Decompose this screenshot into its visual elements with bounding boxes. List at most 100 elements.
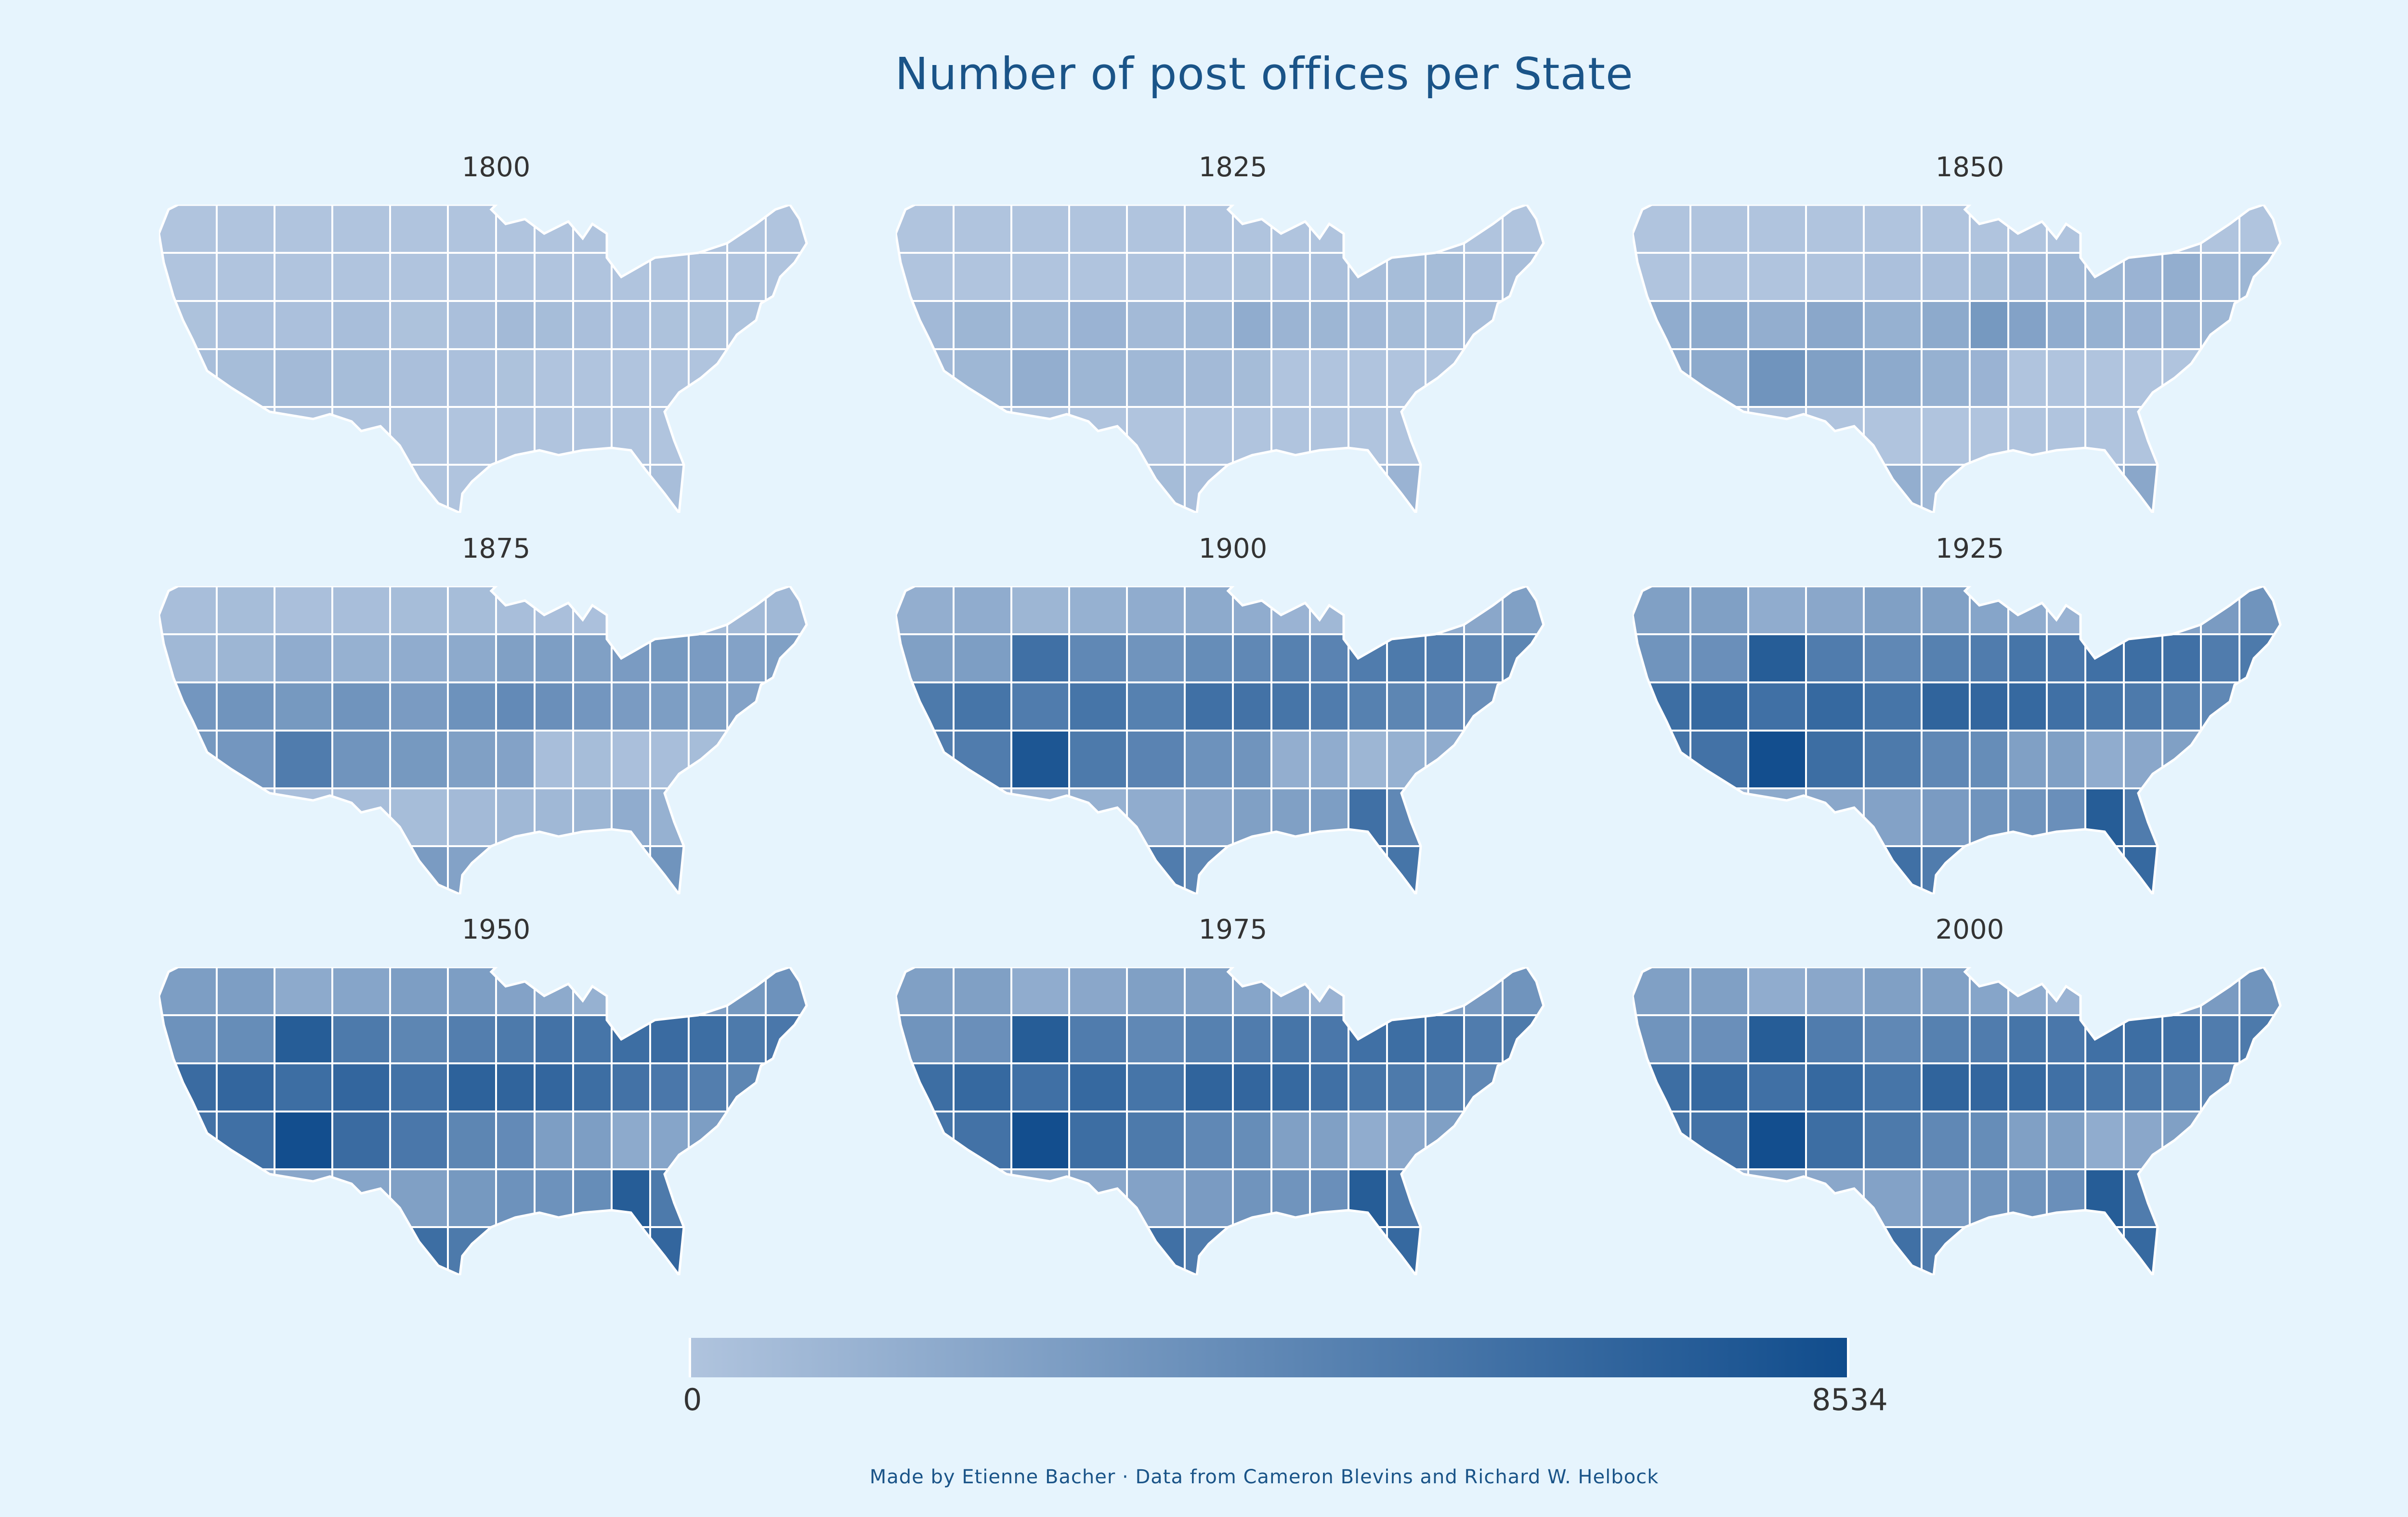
state-region xyxy=(1805,633,1865,683)
state-region xyxy=(1689,1168,1749,1228)
state-region xyxy=(1633,1062,1691,1112)
state-region xyxy=(1689,1111,1749,1170)
state-region xyxy=(159,1111,218,1170)
state-region xyxy=(2161,464,2202,513)
state-region xyxy=(1689,845,1749,894)
state-region xyxy=(2046,730,2086,789)
state-region xyxy=(1348,205,1388,254)
panel-year-label: 1950 xyxy=(461,914,531,945)
panel-year-label: 1875 xyxy=(461,533,531,564)
state-region xyxy=(1747,845,1807,894)
state-region xyxy=(1068,1062,1128,1112)
state-region xyxy=(1463,586,1504,635)
state-region xyxy=(216,1226,275,1275)
state-region xyxy=(1309,1014,1349,1064)
state-region xyxy=(1348,967,1388,1016)
state-region xyxy=(1463,464,1504,513)
state-region xyxy=(2007,1168,2048,1228)
state-region xyxy=(2084,1111,2125,1170)
state-region xyxy=(1126,1226,1186,1275)
map-panel-1850: 1850 xyxy=(1633,154,2307,520)
state-region xyxy=(1747,967,1807,1016)
state-region xyxy=(1502,348,1544,408)
state-region xyxy=(1502,730,1544,789)
state-region xyxy=(1863,1226,1923,1275)
state-region xyxy=(216,633,275,683)
state-region xyxy=(1010,967,1070,1016)
state-region xyxy=(2084,845,2125,894)
state-region xyxy=(1425,300,1465,350)
state-region xyxy=(1232,586,1272,635)
state-region xyxy=(611,406,651,466)
state-region xyxy=(447,1014,497,1064)
state-region xyxy=(2046,1014,2086,1064)
chart-title: Number of post offices per State xyxy=(895,48,1634,100)
state-region xyxy=(2238,1111,2280,1170)
state-region xyxy=(1747,205,1807,254)
state-region xyxy=(1425,1062,1465,1112)
state-region xyxy=(1689,787,1749,847)
state-region xyxy=(2007,730,2048,789)
state-region xyxy=(1502,300,1544,350)
state-region xyxy=(2007,1062,2048,1112)
state-region xyxy=(1502,1062,1544,1112)
state-region xyxy=(534,464,574,513)
state-region xyxy=(1502,205,1544,254)
state-region xyxy=(1463,787,1504,847)
state-region xyxy=(274,1014,333,1064)
map-panel-1950: 1950 xyxy=(159,916,833,1282)
state-region xyxy=(1348,348,1388,408)
state-region xyxy=(331,1226,391,1275)
state-region xyxy=(1184,845,1234,894)
state-region xyxy=(1184,1111,1234,1170)
panel-year-label: 2000 xyxy=(1935,914,2004,945)
state-region xyxy=(1309,406,1349,466)
us-choropleth-map xyxy=(896,205,1545,513)
state-region xyxy=(216,406,275,466)
state-region xyxy=(1184,464,1234,513)
state-region xyxy=(649,730,690,789)
us-outline xyxy=(1633,967,2282,1275)
state-region xyxy=(1348,1062,1388,1112)
state-region xyxy=(216,787,275,847)
state-region xyxy=(2123,633,2163,683)
state-region xyxy=(2238,205,2280,254)
us-choropleth-map xyxy=(896,967,1545,1275)
state-region xyxy=(1502,845,1544,894)
state-region xyxy=(1805,300,1865,350)
state-region xyxy=(649,787,690,847)
state-region xyxy=(611,1062,651,1112)
state-region xyxy=(1747,348,1807,408)
state-region xyxy=(447,967,497,1016)
state-region xyxy=(1747,586,1807,635)
state-region xyxy=(1184,730,1234,789)
panel-year-label: 1850 xyxy=(1935,152,2004,183)
state-region xyxy=(1863,845,1923,894)
state-region xyxy=(2238,633,2280,683)
state-region xyxy=(331,1168,391,1228)
state-region xyxy=(495,967,536,1016)
state-region xyxy=(1863,348,1923,408)
state-region xyxy=(649,205,690,254)
state-region xyxy=(2046,1062,2086,1112)
state-region xyxy=(1348,1111,1388,1170)
state-region xyxy=(1010,348,1070,408)
state-region xyxy=(495,348,536,408)
state-region xyxy=(447,406,497,466)
state-region xyxy=(1386,406,1426,466)
state-region xyxy=(1386,586,1426,635)
state-region xyxy=(2123,681,2163,732)
state-region xyxy=(1348,252,1388,302)
state-region xyxy=(159,1168,218,1228)
state-region xyxy=(896,787,955,847)
state-region xyxy=(1463,205,1504,254)
state-region xyxy=(274,1111,333,1170)
state-region xyxy=(953,845,1012,894)
state-region xyxy=(274,300,333,350)
state-region xyxy=(896,1226,955,1275)
state-region xyxy=(1184,1226,1234,1275)
state-region xyxy=(572,681,613,732)
state-region xyxy=(649,1168,690,1228)
state-region xyxy=(1309,1111,1349,1170)
state-region xyxy=(953,1111,1012,1170)
